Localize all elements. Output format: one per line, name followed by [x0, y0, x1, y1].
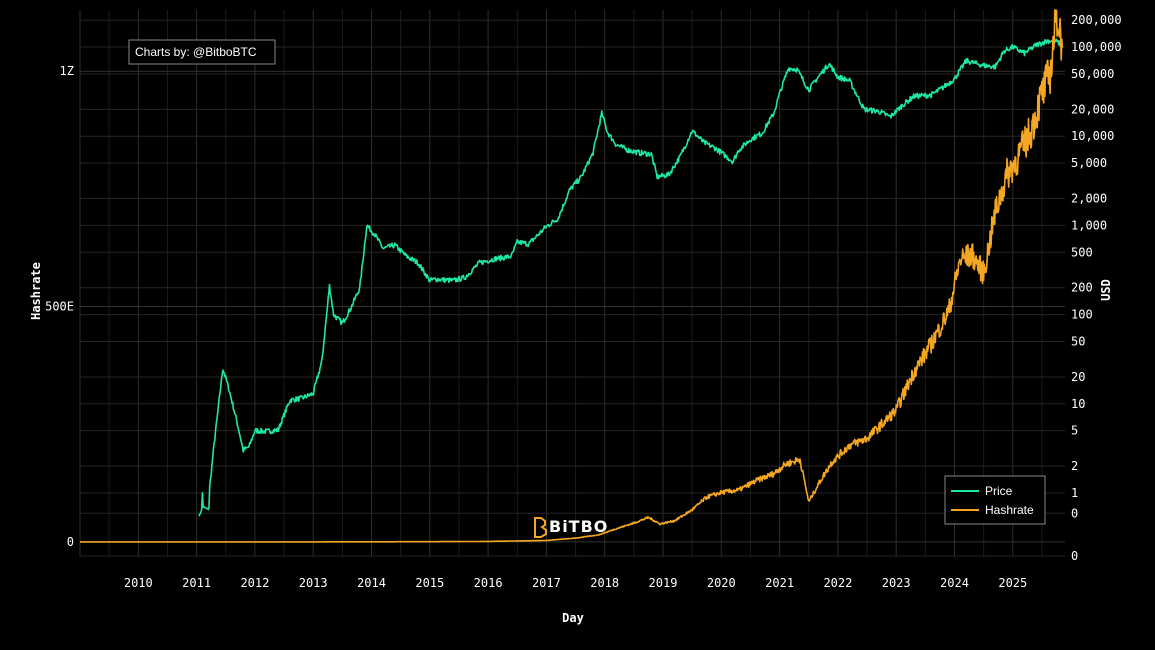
gridlines — [79, 10, 1065, 557]
legend-box — [944, 475, 1046, 525]
right-tick-label: 2,000 — [1071, 192, 1107, 206]
x-tick-label: 2022 — [823, 576, 852, 590]
x-tick-label: 2019 — [649, 576, 678, 590]
right-tick-label: 0 — [1071, 549, 1078, 563]
x-tick-label: 2024 — [940, 576, 969, 590]
right-tick-label: 500 — [1071, 245, 1093, 259]
right-tick-label: 20 — [1071, 370, 1085, 384]
right-tick-label: 5,000 — [1071, 156, 1107, 170]
right-tick-label: 100,000 — [1071, 40, 1122, 54]
x-tick-label: 2015 — [415, 576, 444, 590]
x-axis-title: Day — [562, 611, 584, 625]
left-axis-title: Hashrate — [29, 262, 43, 320]
right-axis-title: USD — [1099, 279, 1113, 301]
x-tick-label: 2017 — [532, 576, 561, 590]
legend-label-price: Price — [985, 484, 1013, 498]
right-tick-label: 10 — [1071, 397, 1085, 411]
x-tick-label: 2021 — [765, 576, 794, 590]
bitbo-logo-icon — [534, 517, 547, 538]
x-tick-label: 2011 — [182, 576, 211, 590]
right-tick-label: 50 — [1071, 334, 1085, 348]
credit-box-border — [128, 39, 276, 65]
x-tick-label: 2023 — [882, 576, 911, 590]
right-tick-label: 5 — [1071, 424, 1078, 438]
left-tick-label: 1Z — [60, 64, 74, 78]
legend: Price Hashrate — [944, 475, 1046, 525]
right-tick-label: 200,000 — [1071, 13, 1122, 27]
hashrate-line — [79, 9, 1064, 543]
x-tick-label: 2025 — [998, 576, 1027, 590]
credit-text: Charts by: @BitboBTC — [135, 45, 257, 59]
price-line — [198, 38, 1063, 517]
legend-label-hashrate: Hashrate — [985, 503, 1034, 517]
right-tick-label: 20,000 — [1071, 102, 1114, 116]
price-series-layer — [198, 38, 1063, 517]
right-tick-label: 2 — [1071, 459, 1078, 473]
left-tick-label: 0 — [67, 535, 74, 549]
right-tick-label: 100 — [1071, 308, 1093, 322]
x-tick-label: 2020 — [707, 576, 736, 590]
watermark-logo: BiTBO — [534, 517, 608, 538]
right-tick-label: 200 — [1071, 281, 1093, 295]
x-tick-label: 2014 — [357, 576, 386, 590]
watermark-text: BiTBO — [549, 517, 608, 536]
x-tick-label: 2012 — [240, 576, 269, 590]
right-axis-ticks: 0 0 1 2 5 10 20 50 100 200 500 1,000 2,000 5,000 10,00… — [1071, 13, 1122, 563]
left-axis-ticks: 0 500E 1Z — [45, 64, 74, 549]
right-tick-label: 10,000 — [1071, 129, 1114, 143]
x-tick-label: 2016 — [474, 576, 503, 590]
right-tick-label: 0 — [1071, 506, 1078, 520]
x-tick-label: 2018 — [590, 576, 619, 590]
right-tick-label: 50,000 — [1071, 67, 1114, 81]
x-tick-label: 2010 — [124, 576, 153, 590]
x-tick-label: 2013 — [299, 576, 328, 590]
left-tick-label: 500E — [45, 300, 74, 314]
hashrate-series-layer — [79, 9, 1064, 543]
right-tick-label: 1,000 — [1071, 218, 1107, 232]
credit-box: Charts by: @BitboBTC — [128, 39, 276, 65]
right-tick-label: 1 — [1071, 486, 1078, 500]
x-axis-ticks: 2010 2011 2012 2013 2014 2015 2016 2017 2018 2019… — [124, 576, 1027, 590]
